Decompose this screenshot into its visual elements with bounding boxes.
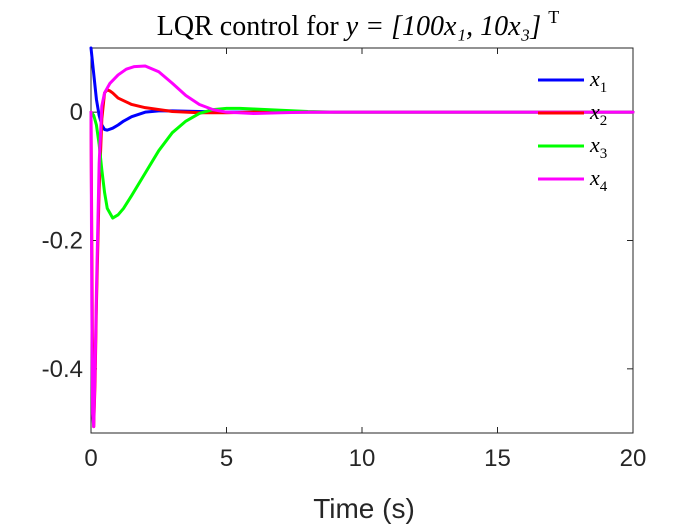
y-tick-label: 0 <box>70 99 83 126</box>
chart-title: LQR control for y = [100x₁, 10x₃] T <box>157 7 559 42</box>
series-lines <box>89 46 635 429</box>
legend-label-subscript: 2 <box>600 113 608 129</box>
legend-label-base: x <box>589 165 600 190</box>
legend-label-base: x <box>589 132 600 157</box>
legend-label-subscript: 4 <box>600 179 608 195</box>
legend-label-x4: x4 <box>589 165 608 195</box>
x-tick-label: 15 <box>484 445 511 472</box>
chart-title-math: y = [100x₁, 10x₃] <box>343 11 541 42</box>
y-tick-label: -0.4 <box>42 356 83 383</box>
chart-title-prefix: LQR control for <box>157 11 346 42</box>
axis-ticks: 0 5 10 15 20 0 -0.2 -0.4 <box>42 48 647 472</box>
x-tick-label: 5 <box>220 445 233 472</box>
chart-title-superscript: T <box>548 7 559 27</box>
y-tick-label: -0.2 <box>42 228 83 255</box>
axes-box <box>90 47 634 434</box>
x-axis-label: Time (s) <box>313 493 415 524</box>
legend-label-base: x <box>589 99 600 124</box>
series-line-x4 <box>89 64 635 429</box>
x-tick-label: 20 <box>620 445 647 472</box>
series-line-x3 <box>89 106 635 220</box>
legend-label-subscript: 3 <box>600 146 608 162</box>
legend-label-subscript: 1 <box>600 80 608 96</box>
legend-label-x1: x1 <box>589 66 607 96</box>
x-tick-label: 0 <box>84 445 97 472</box>
legend-label-base: x <box>589 66 600 91</box>
legend-label-x2: x2 <box>589 99 607 129</box>
x-tick-label: 10 <box>349 445 376 472</box>
legend-label-x3: x3 <box>589 132 607 162</box>
